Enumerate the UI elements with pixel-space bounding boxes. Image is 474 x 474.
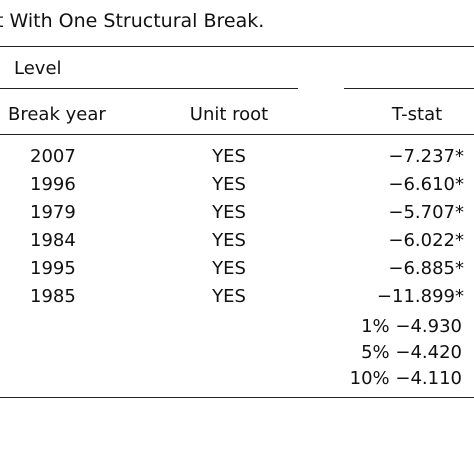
cell-break-year: 1996: [30, 174, 76, 195]
cell-break-year: 1985: [30, 286, 76, 307]
cell-tstat: −5.707*: [388, 202, 464, 223]
group-label-level: Level: [14, 58, 62, 79]
table-caption: t With One Structural Break.: [0, 10, 265, 32]
header-tstat: T-stat: [391, 104, 443, 125]
table-row: 2007 YES −7.237*: [0, 146, 474, 174]
header-rule: [0, 134, 474, 135]
critical-value-5pct: 5% −4.420: [361, 342, 462, 363]
critical-value-1pct: 1% −4.930: [361, 316, 462, 337]
tstat-group-rule: [344, 88, 474, 89]
critical-value-10pct: 10% −4.110: [349, 368, 462, 389]
cell-tstat: −6.610*: [388, 174, 464, 195]
level-group-rule: [0, 88, 298, 89]
table-row: 1985 YES −11.899*: [0, 286, 474, 314]
cell-unit-root: YES: [212, 202, 246, 223]
cell-tstat: −7.237*: [388, 146, 464, 167]
cell-break-year: 2007: [30, 146, 76, 167]
cell-tstat: −6.885*: [388, 258, 464, 279]
table-row: 1996 YES −6.610*: [0, 174, 474, 202]
cell-break-year: 1995: [30, 258, 76, 279]
bottom-rule: [0, 397, 474, 398]
table-row: 1995 YES −6.885*: [0, 258, 474, 286]
cell-break-year: 1984: [30, 230, 76, 251]
header-break-year: Break year: [8, 104, 106, 125]
cell-break-year: 1979: [30, 202, 76, 223]
cell-tstat: −6.022*: [388, 230, 464, 251]
cell-unit-root: YES: [212, 146, 246, 167]
cell-unit-root: YES: [212, 286, 246, 307]
top-rule: [0, 46, 474, 47]
table-row: 1979 YES −5.707*: [0, 202, 474, 230]
cell-unit-root: YES: [212, 174, 246, 195]
cell-unit-root: YES: [212, 230, 246, 251]
cell-tstat: −11.899*: [376, 286, 464, 307]
header-unit-root: Unit root: [189, 104, 269, 125]
cell-unit-root: YES: [212, 258, 246, 279]
table-row: 1984 YES −6.022*: [0, 230, 474, 258]
